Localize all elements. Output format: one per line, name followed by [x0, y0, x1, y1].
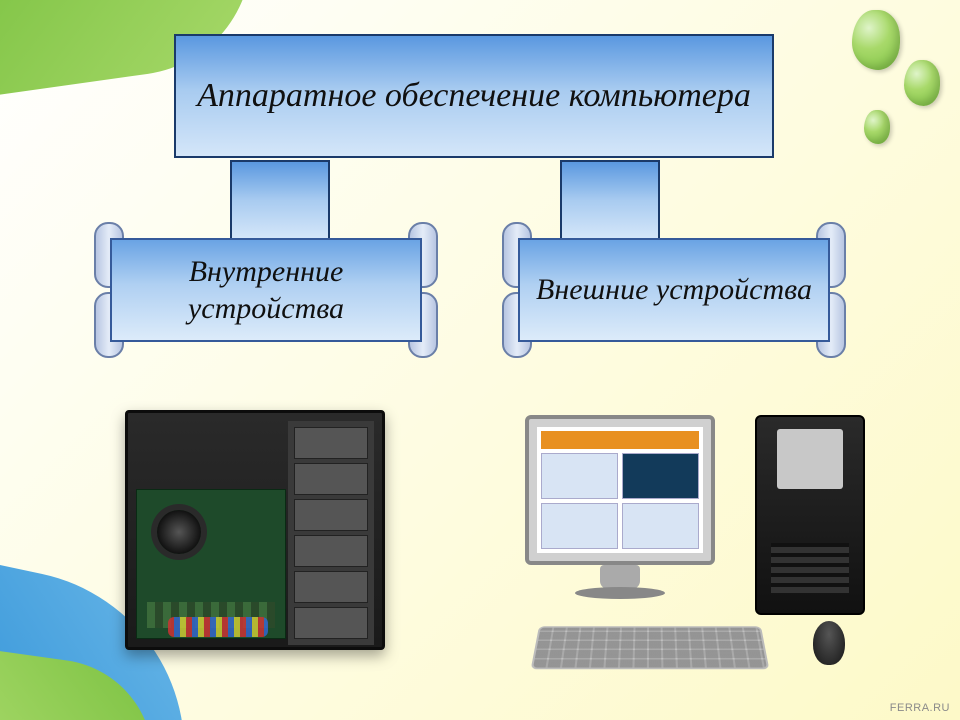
scroll-label-external: Внешние устройства: [536, 271, 812, 309]
scroll-banner-external: Внешние устройства: [500, 220, 848, 360]
pc-tower-icon: [755, 415, 865, 615]
diagram-title-box: Аппаратное обеспечение компьютера: [174, 34, 774, 158]
scroll-label-internal: Внутренние устройства: [122, 253, 410, 328]
scroll-body: Внешние устройства: [518, 238, 830, 342]
watermark-text: FERRA.RU: [890, 702, 950, 714]
image-external-devices: [500, 400, 890, 690]
cables-icon: [168, 617, 268, 637]
open-pc-case-icon: [125, 410, 385, 650]
scroll-banner-internal: Внутренние устройства: [92, 220, 440, 360]
image-internal-devices: [105, 400, 405, 660]
monitor-stand-icon: [600, 565, 640, 589]
diagram-title-text: Аппаратное обеспечение компьютера: [197, 75, 751, 118]
scroll-body: Внутренние устройства: [110, 238, 422, 342]
decor-top-right-drops: [780, 0, 960, 180]
keyboard-icon: [531, 626, 770, 669]
monitor-base-icon: [575, 587, 665, 599]
monitor-icon: [525, 415, 715, 565]
drive-bays-icon: [288, 421, 374, 645]
mouse-icon: [813, 621, 845, 665]
